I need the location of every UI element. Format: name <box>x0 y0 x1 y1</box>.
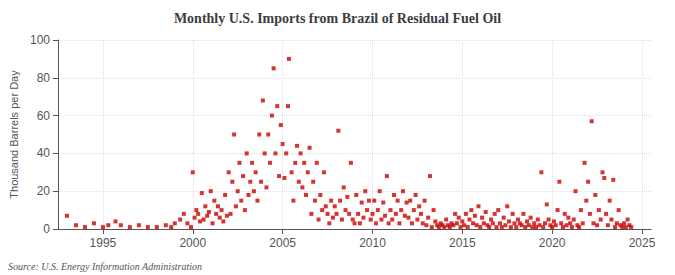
svg-text:20: 20 <box>37 184 51 198</box>
svg-text:2025: 2025 <box>629 236 656 250</box>
svg-text:Monthly U.S. Imports from Braz: Monthly U.S. Imports from Brazil of Resi… <box>174 11 501 26</box>
svg-text:100: 100 <box>30 33 50 47</box>
svg-text:2005: 2005 <box>269 236 296 250</box>
svg-text:40: 40 <box>37 146 51 160</box>
svg-text:0: 0 <box>43 222 50 236</box>
svg-text:Thousand Barrels per Day: Thousand Barrels per Day <box>8 70 20 199</box>
svg-text:Source: U.S. Energy Informatio: Source: U.S. Energy Information Administ… <box>8 261 202 272</box>
svg-text:2000: 2000 <box>179 236 206 250</box>
svg-text:2020: 2020 <box>539 236 566 250</box>
svg-text:2015: 2015 <box>449 236 476 250</box>
svg-text:60: 60 <box>37 109 51 123</box>
svg-text:80: 80 <box>37 71 51 85</box>
svg-text:2010: 2010 <box>359 236 386 250</box>
svg-text:1995: 1995 <box>90 236 117 250</box>
